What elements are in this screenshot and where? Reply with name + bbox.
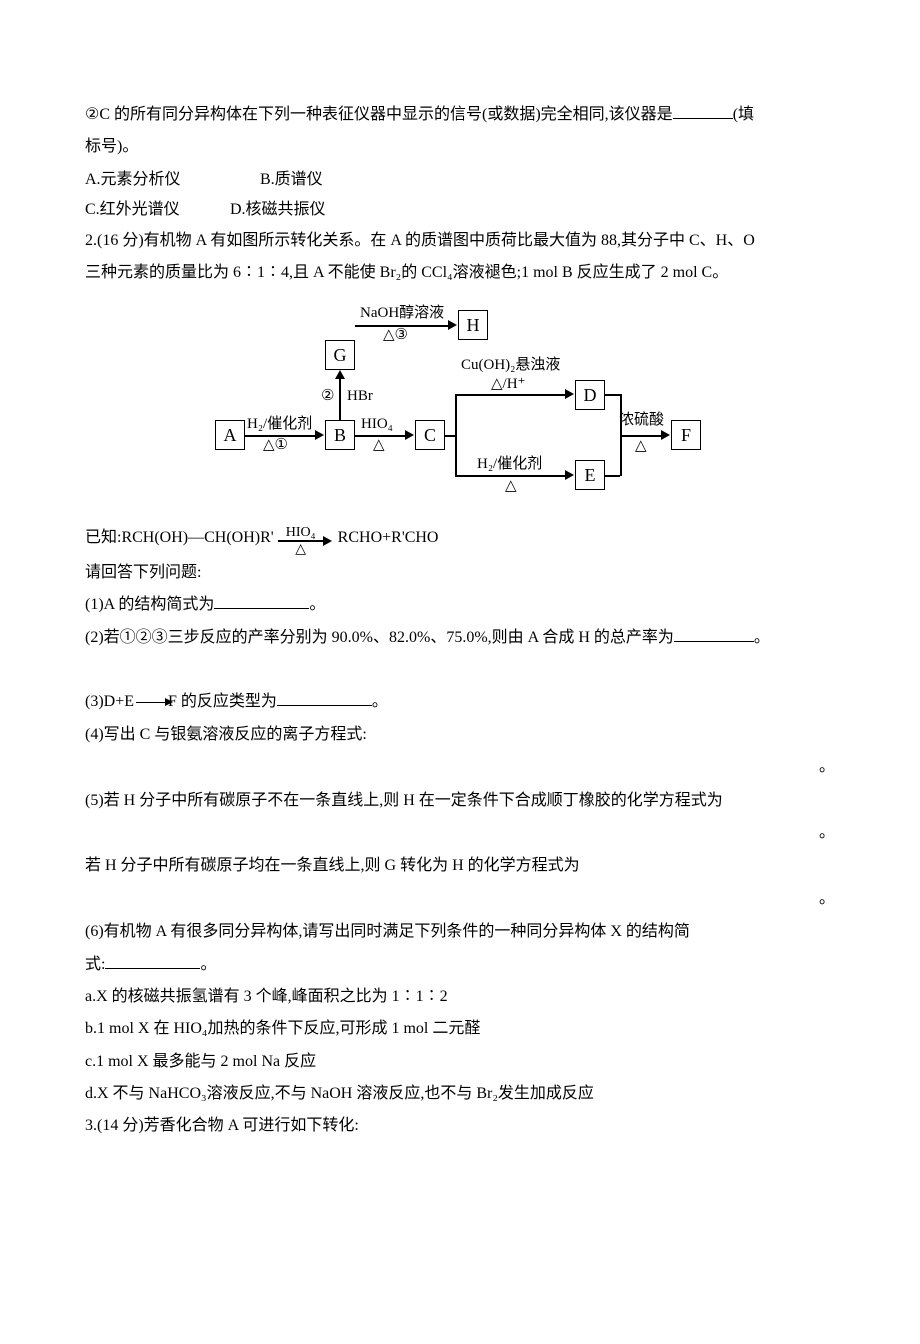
- tail-line: 。: [85, 884, 835, 914]
- arrow-line: [278, 540, 324, 542]
- label-tri: △: [373, 437, 385, 454]
- node-h: H: [458, 310, 488, 340]
- label-tri2: △: [505, 478, 517, 495]
- q3: 3.(14 分)芳香化合物 A 可进行如下转化:: [85, 1111, 835, 1141]
- known-suffix: RCHO+R'CHO: [338, 523, 439, 553]
- label-tri3: △: [635, 438, 647, 455]
- arrow-bot: △: [295, 542, 306, 558]
- arrow: [448, 320, 457, 330]
- text: 。: [819, 824, 835, 841]
- edge: [445, 435, 457, 437]
- option-a: A.元素分析仪: [85, 165, 260, 195]
- text: 式:: [85, 956, 105, 973]
- blank: [674, 641, 754, 642]
- text: 。: [754, 629, 770, 646]
- text: (2)若①②③三步反应的产率分别为 90.0%、82.0%、75.0%,则由 A…: [85, 629, 674, 646]
- cond-c: c.1 mol X 最多能与 2 mol Na 反应: [85, 1047, 835, 1077]
- isomer-instrument-line: ②C 的所有同分异构体在下列一种表征仪器中显示的信号(或数据)完全相同,该仪器是…: [85, 100, 835, 130]
- text: 标号)。: [85, 132, 835, 162]
- q2-intro-line1: 2.(16 分)有机物 A 有如图所示转化关系。在 A 的质谱图中质荷比最大值为…: [85, 226, 835, 256]
- node-d: D: [575, 380, 605, 410]
- text: (填: [733, 106, 754, 123]
- reaction-diagram-wrap: A B C D E F G H H₂/催化剂 △① HIO₄ △ HBr ② N…: [85, 302, 835, 502]
- arrow: [565, 389, 574, 399]
- label-d1: △①: [263, 437, 288, 454]
- please-answer: 请回答下列问题:: [85, 558, 835, 588]
- arrow-top: HIO₄: [286, 526, 316, 540]
- known-prefix: 已知:RCH(OH)—CH(OH)R': [85, 523, 274, 553]
- q2-4: (4)写出 C 与银氨溶液反应的离子方程式:: [85, 720, 835, 750]
- reaction-arrow: HIO₄ △: [278, 526, 324, 558]
- spacer: [85, 655, 835, 685]
- q2-6-line2: 式: 。: [85, 950, 835, 980]
- text: 。: [372, 693, 388, 710]
- q2-3: (3)D+E F 的反应类型为 。: [85, 687, 835, 717]
- inline-arrow: [136, 702, 166, 704]
- blank: [277, 705, 372, 706]
- options-row-1: A.元素分析仪 B.质谱仪: [85, 165, 835, 195]
- node-g: G: [325, 340, 355, 370]
- tail-line: 。: [85, 818, 835, 848]
- option-b: B.质谱仪: [260, 165, 323, 195]
- node-c: C: [415, 420, 445, 450]
- q2-5b: 若 H 分子中所有碳原子均在一条直线上,则 G 转化为 H 的化学方程式为: [85, 851, 835, 881]
- blank: [214, 608, 309, 609]
- label-hio4: HIO₄: [361, 416, 393, 433]
- label-naoh: NaOH醇溶液: [360, 305, 444, 322]
- tail-line: 。: [85, 752, 835, 782]
- label-cuoh: Cu(OH)₂悬浊液: [461, 357, 560, 374]
- blank: [105, 968, 200, 969]
- text: 。: [819, 890, 835, 907]
- edge: [455, 394, 567, 396]
- q2-6-line1: (6)有机物 A 有很多同分异构体,请写出同时满足下列条件的一种同分异构体 X …: [85, 917, 835, 947]
- node-b: B: [325, 420, 355, 450]
- cond-b: b.1 mol X 在 HIO₄加热的条件下反应,可形成 1 mol 二元醛: [85, 1014, 835, 1044]
- edge: [455, 475, 567, 477]
- label-conc: 浓硫酸: [619, 412, 664, 429]
- node-f: F: [671, 420, 701, 450]
- label-h2cat: H₂/催化剂: [247, 416, 312, 433]
- arrow: [565, 470, 574, 480]
- text: F 的反应类型为: [168, 693, 277, 710]
- text: (3)D+E: [85, 693, 134, 710]
- node-e: E: [575, 460, 605, 490]
- reaction-diagram: A B C D E F G H H₂/催化剂 △① HIO₄ △ HBr ② N…: [215, 302, 705, 502]
- arrow: [405, 430, 414, 440]
- q2-1: (1)A 的结构简式为 。: [85, 590, 835, 620]
- known-reaction: 已知:RCH(OH)—CH(OH)R' HIO₄ △ RCHO+R'CHO: [85, 522, 835, 554]
- cond-a: a.X 的核磁共振氢谱有 3 个峰,峰面积之比为 1∶1∶2: [85, 982, 835, 1012]
- label-h2cat2: H₂/催化剂: [477, 456, 542, 473]
- edge: [620, 435, 663, 437]
- edge: [605, 475, 620, 477]
- label-circ2: ②: [321, 388, 334, 405]
- cond-d: d.X 不与 NaHCO₃溶液反应,不与 NaOH 溶液反应,也不与 Br₂发生…: [85, 1079, 835, 1109]
- options-row-2: C.红外光谱仪 D.核磁共振仪: [85, 195, 835, 225]
- text: (1)A 的结构简式为: [85, 596, 214, 613]
- option-c: C.红外光谱仪: [85, 195, 230, 225]
- text: 。: [200, 956, 216, 973]
- q2-5a: (5)若 H 分子中所有碳原子不在一条直线上,则 H 在一定条件下合成顺丁橡胶的…: [85, 786, 835, 816]
- arrow: [661, 430, 670, 440]
- q2-2: (2)若①②③三步反应的产率分别为 90.0%、82.0%、75.0%,则由 A…: [85, 623, 835, 653]
- edge: [605, 394, 620, 396]
- q2-intro-line2: 三种元素的质量比为 6∶1∶4,且 A 不能使 Br₂的 CCl₄溶液褪色;1 …: [85, 258, 835, 288]
- label-hbr: HBr: [347, 388, 373, 405]
- text: ②C 的所有同分异构体在下列一种表征仪器中显示的信号(或数据)完全相同,该仪器是: [85, 106, 673, 123]
- blank-instrument: [673, 118, 733, 119]
- text: 。: [309, 596, 325, 613]
- option-d: D.核磁共振仪: [230, 195, 326, 225]
- label-dh: △/H⁺: [491, 376, 525, 393]
- node-a: A: [215, 420, 245, 450]
- text: 。: [819, 758, 835, 775]
- label-d3: △③: [383, 327, 408, 344]
- edge: [339, 378, 341, 420]
- arrow: [335, 370, 345, 379]
- arrow: [315, 430, 324, 440]
